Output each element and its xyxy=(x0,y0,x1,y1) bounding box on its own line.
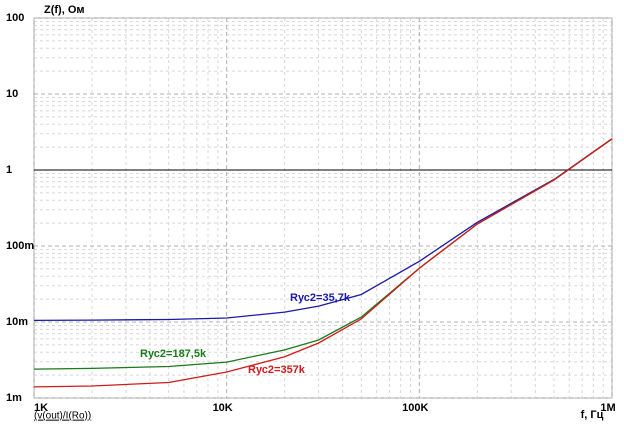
y-tick-label: 1m xyxy=(6,392,22,404)
x-tick-label: 100K xyxy=(402,402,428,414)
y-tick-label: 10m xyxy=(6,316,28,328)
series-label: Rус2=35,7k xyxy=(290,292,351,304)
y-tick-label: 100m xyxy=(6,240,34,252)
series-line xyxy=(33,138,613,388)
chart-title: Z(f), Ом xyxy=(44,4,85,16)
x-tick-label: 1M xyxy=(600,402,615,414)
series-line xyxy=(33,138,613,322)
y-tick-label: 1 xyxy=(6,164,12,176)
x-tick-label: 10K xyxy=(213,402,233,414)
series-label: Rус2=187,5k xyxy=(140,348,207,360)
series-label: Rус2=357k xyxy=(248,364,306,376)
x-tick-label: 1K xyxy=(34,402,48,414)
trace-label: (v(out)/I(Ro)) xyxy=(34,411,91,422)
x-axis-label: f, Гц xyxy=(581,409,604,421)
y-tick-label: 100 xyxy=(6,12,24,24)
y-tick-label: 10 xyxy=(6,88,18,100)
